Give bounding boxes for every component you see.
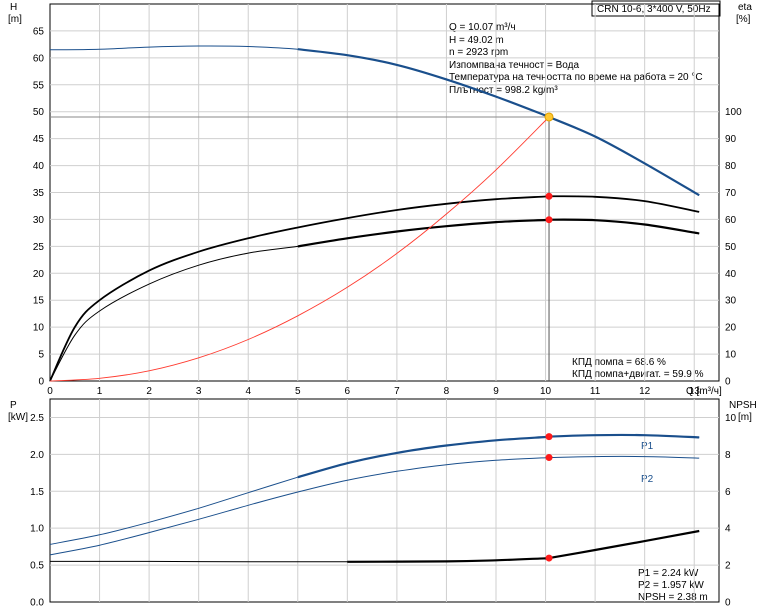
x-tick-label: 2 [146, 386, 152, 397]
npsh-duty-marker [545, 554, 553, 562]
info-line-n: n = 2923 rpm [449, 47, 508, 58]
p1-value-label: P1 = 2.24 kW [638, 568, 699, 579]
npsh-value-label: NPSH = 2.38 m [638, 592, 708, 603]
bottom-left-axis-label: P [10, 400, 17, 411]
bottom-right-tick-label: 2 [725, 561, 731, 572]
x-tick-label: 13 [689, 386, 701, 397]
x-tick-label: 11 [590, 386, 601, 397]
top-right-tick-label: 20 [725, 323, 737, 334]
bottom-right-tick-label: 0 [725, 598, 731, 609]
top-left-tick-label: 45 [33, 134, 45, 145]
x-tick-label: 5 [295, 386, 301, 397]
top-left-tick-label: 20 [33, 269, 45, 280]
top-right-tick-label: 0 [725, 377, 731, 388]
x-tick-label: 6 [345, 386, 351, 397]
x-tick-label: 1 [97, 386, 103, 397]
top-right-tick-label: 40 [725, 269, 737, 280]
info-line-temperature: Температура на течността по време на раб… [449, 71, 703, 83]
pump-efficiency-label: КПД помпа = 68.6 % [572, 357, 666, 368]
bottom-left-tick-label: 1.5 [30, 487, 44, 498]
x-tick-label: 10 [540, 386, 552, 397]
p1-duty-marker [545, 433, 553, 441]
top-left-tick-label: 0 [38, 377, 44, 388]
duty-point-marker [544, 112, 554, 122]
top-left-axis-unit: [m] [8, 14, 22, 25]
top-right-tick-label: 30 [725, 296, 737, 307]
eta-total-duty-marker [545, 216, 553, 224]
top-right-axis-label: eta [738, 2, 752, 13]
bottom-right-tick-label: 10 [725, 413, 737, 424]
x-axis-label: Q [m³/ч] [686, 386, 722, 397]
series-P1-operating-range [297, 433, 700, 479]
bottom-left-tick-label: 0.0 [30, 598, 44, 609]
top-right-tick-label: 80 [725, 161, 737, 172]
bottom-left-tick-label: 0.5 [30, 561, 44, 572]
info-line-density: Плътност = 998.2 kg/m³ [449, 85, 558, 96]
top-left-tick-label: 30 [33, 215, 45, 226]
info-line-q: Q = 10.07 m³/ч [449, 22, 516, 33]
top-right-tick-label: 60 [725, 215, 737, 226]
top-left-tick-label: 35 [33, 188, 45, 199]
model-title-box [591, 0, 721, 17]
top-left-tick-label: 10 [33, 323, 45, 334]
series-eta_total-operating-range [297, 218, 700, 248]
bottom-right-axis-label: NPSH [729, 400, 757, 411]
series-eta_pump-line [49, 195, 700, 382]
p2-value-label: P2 = 1.957 kW [638, 580, 704, 591]
eta-pump-duty-marker [545, 192, 553, 200]
p2-legend-label: P2 [641, 474, 654, 485]
bottom-left-tick-label: 2.0 [30, 450, 44, 461]
top-right-tick-label: 70 [725, 188, 737, 199]
bottom-left-axis-unit: [kW] [8, 412, 28, 423]
series-system_curve-line [49, 116, 550, 382]
top-left-tick-label: 55 [33, 80, 45, 91]
x-tick-label: 7 [394, 386, 400, 397]
top-right-tick-label: 100 [725, 107, 742, 118]
top-right-tick-label: 90 [725, 134, 737, 145]
top-left-tick-label: 65 [33, 26, 45, 37]
x-tick-label: 4 [245, 386, 251, 397]
info-line-h: H = 49.02 m [449, 35, 504, 46]
x-tick-label: 9 [493, 386, 499, 397]
top-right-tick-label: 50 [725, 242, 737, 253]
top-left-axis-label: H [10, 2, 17, 13]
p1-legend-label: P1 [641, 441, 654, 452]
bottom-left-tick-label: 2.5 [30, 413, 44, 424]
top-right-axis-unit: [%] [736, 14, 751, 25]
chart-plot-layer: 0 1 2 3 4 5 6 7 8 9 10 11 12 130510152025303540455055… [30, 3, 742, 609]
top-right-tick-label: 10 [725, 350, 737, 361]
top-left-tick-label: 50 [33, 107, 45, 118]
bottom-left-tick-label: 1.0 [30, 524, 44, 535]
bottom-right-tick-label: 8 [725, 450, 731, 461]
bottom-right-axis-unit: [m] [738, 412, 752, 423]
top-left-tick-label: 5 [38, 350, 44, 361]
series-H-operating-range [297, 48, 700, 197]
model-title: CRN 10-6, 3*400 V, 50Hz [597, 4, 711, 15]
top-left-tick-label: 60 [33, 53, 45, 64]
x-tick-label: 0 [47, 386, 53, 397]
bottom-right-tick-label: 6 [725, 487, 731, 498]
total-efficiency-label: КПД помпа+двигат. = 59.9 % [572, 369, 704, 380]
top-left-tick-label: 40 [33, 161, 45, 172]
info-line-fluid: Изпомпвана течност = Вода [449, 60, 579, 71]
x-tick-label: 3 [196, 386, 202, 397]
top-left-tick-label: 15 [33, 296, 45, 307]
bottom-plot-frame [49, 398, 720, 603]
x-tick-label: 12 [639, 386, 651, 397]
top-left-tick-label: 25 [33, 242, 45, 253]
p2-duty-marker [545, 454, 553, 462]
series-P2-line [49, 455, 700, 556]
bottom-right-tick-label: 4 [725, 524, 731, 535]
x-tick-label: 8 [444, 386, 450, 397]
